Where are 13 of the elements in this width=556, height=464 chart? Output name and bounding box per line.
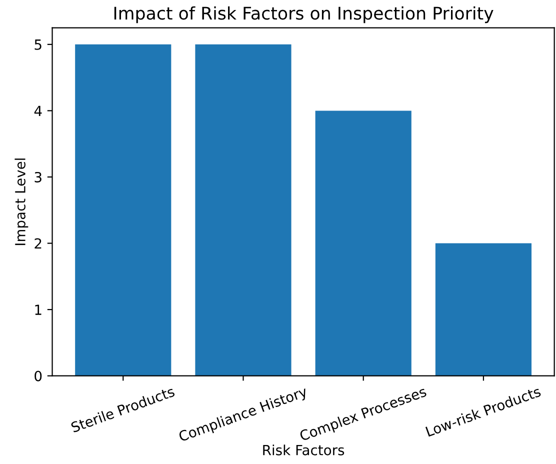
y-axis-title: Impact Level — [14, 158, 28, 246]
bar — [195, 44, 292, 376]
y-tick-label: 5 — [34, 40, 42, 50]
y-tick-label: 0 — [34, 370, 42, 382]
x-axis-title: Risk Factors — [263, 444, 344, 456]
y-tick-label: 3 — [34, 172, 42, 182]
y-tick-label: 4 — [34, 106, 42, 116]
chart-title: Impact of Risk Factors on Inspection Priority — [114, 6, 494, 24]
bar — [75, 44, 172, 376]
bar — [435, 243, 532, 376]
y-tick-label: 2 — [34, 238, 42, 249]
bar — [315, 110, 412, 376]
y-tick-label: 1 — [35, 304, 42, 315]
